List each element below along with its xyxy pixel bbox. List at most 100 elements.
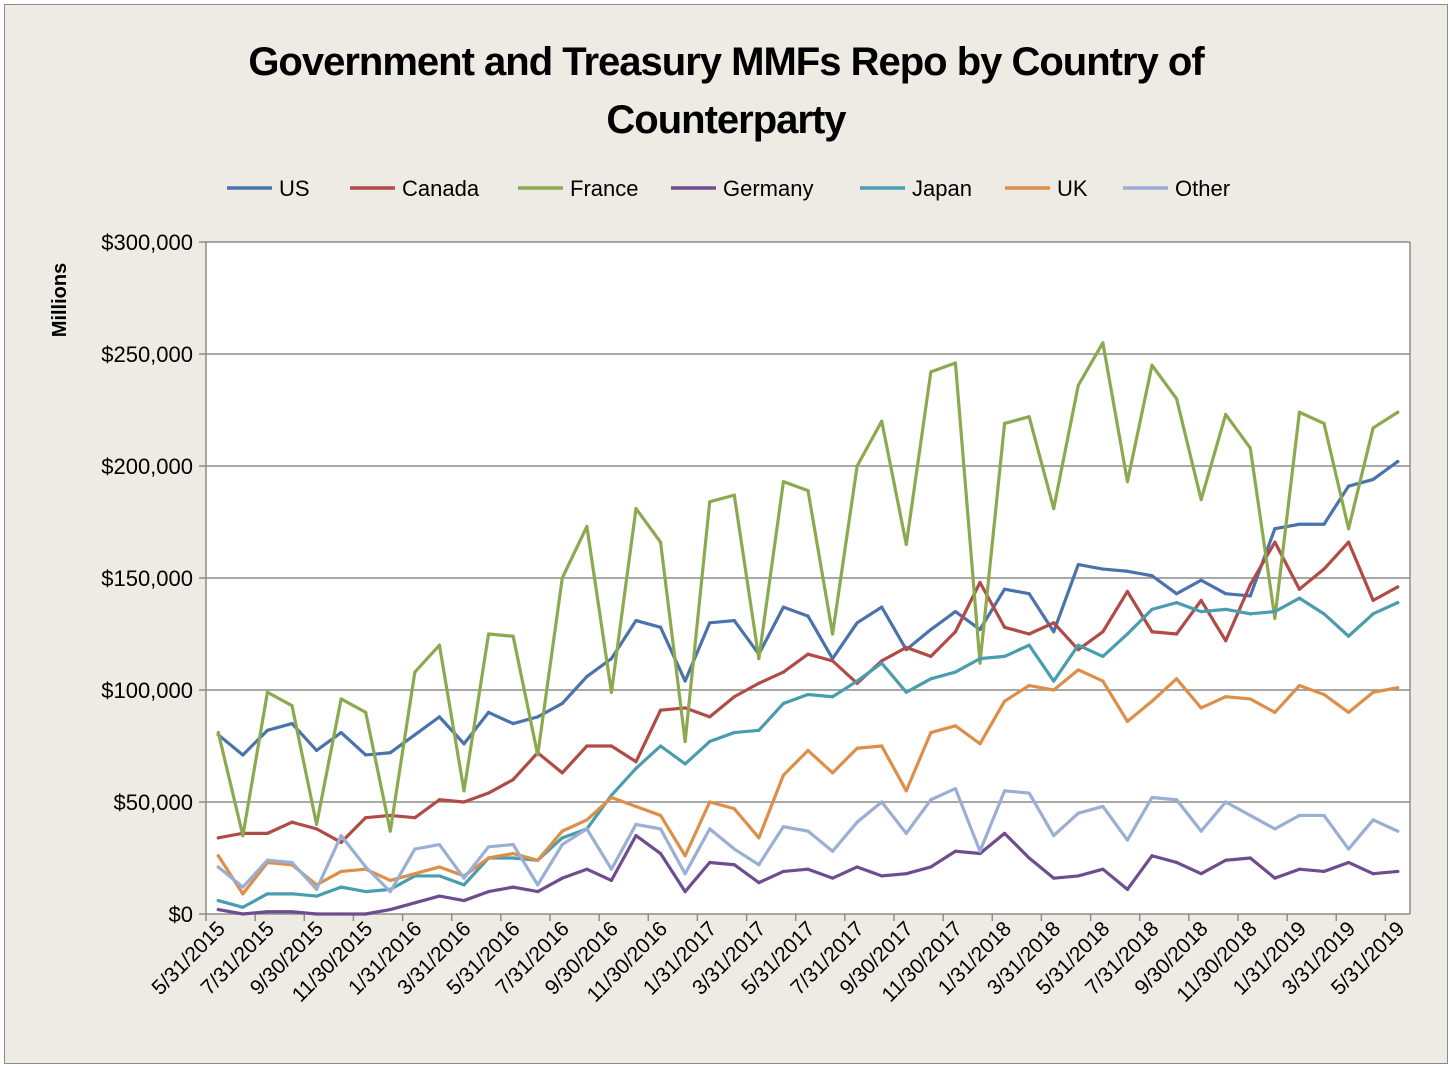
data-point-us-40 <box>1199 578 1203 582</box>
data-point-canada-2 <box>265 831 270 835</box>
data-point-us-43 <box>1273 527 1277 531</box>
data-point-germany-6 <box>364 912 368 916</box>
data-point-us-29 <box>929 627 933 632</box>
data-point-germany-30 <box>953 849 958 853</box>
data-point-germany-19 <box>683 890 687 894</box>
data-point-canada-48 <box>1396 585 1400 589</box>
data-point-other-40 <box>1199 829 1203 833</box>
data-point-canada-10 <box>462 800 466 804</box>
data-point-france-12 <box>511 634 515 638</box>
data-point-uk-36 <box>1101 679 1105 683</box>
data-point-other-42 <box>1248 813 1252 818</box>
data-point-us-10 <box>462 742 466 746</box>
data-point-japan-38 <box>1150 607 1154 611</box>
data-point-uk-5 <box>339 869 343 874</box>
data-point-france-25 <box>830 632 835 636</box>
data-point-uk-39 <box>1174 677 1179 681</box>
data-point-france-34 <box>1052 506 1056 511</box>
data-point-france-21 <box>732 493 736 497</box>
data-point-france-26 <box>855 464 859 468</box>
data-point-us-30 <box>953 610 958 614</box>
data-point-other-27 <box>880 800 884 804</box>
data-point-france-48 <box>1396 410 1400 414</box>
data-point-uk-45 <box>1322 692 1326 697</box>
data-point-japan-40 <box>1199 610 1203 614</box>
data-point-germany-43 <box>1273 876 1277 880</box>
data-point-japan-23 <box>781 701 786 706</box>
data-point-us-12 <box>511 722 515 726</box>
data-point-other-15 <box>585 827 589 831</box>
data-point-uk-46 <box>1346 710 1351 715</box>
data-point-japan-5 <box>339 885 343 889</box>
data-point-other-33 <box>1027 791 1031 795</box>
data-point-uk-29 <box>929 730 933 735</box>
data-point-uk-8 <box>413 872 417 876</box>
series-lines <box>216 341 1400 916</box>
data-point-uk-31 <box>978 742 982 746</box>
data-point-japan-4 <box>314 894 319 898</box>
data-point-other-31 <box>978 849 982 853</box>
data-point-other-18 <box>658 827 663 831</box>
data-point-france-16 <box>609 690 614 694</box>
data-point-japan-46 <box>1346 634 1351 638</box>
data-point-other-46 <box>1346 847 1351 851</box>
data-point-canada-11 <box>486 791 491 795</box>
data-point-germany-20 <box>708 860 712 865</box>
data-point-germany-1 <box>241 912 245 916</box>
data-point-uk-44 <box>1297 683 1302 688</box>
data-point-canada-8 <box>413 816 417 820</box>
data-point-france-13 <box>536 753 540 757</box>
data-point-other-26 <box>855 820 859 824</box>
data-point-other-3 <box>290 860 294 865</box>
data-point-france-15 <box>585 524 589 529</box>
data-point-us-38 <box>1150 574 1154 578</box>
data-point-canada-42 <box>1248 583 1252 587</box>
data-point-japan-1 <box>241 905 245 909</box>
data-point-germany-22 <box>757 881 761 885</box>
data-point-germany-46 <box>1346 860 1351 865</box>
data-point-japan-10 <box>462 883 466 887</box>
data-point-us-15 <box>585 674 589 679</box>
data-point-germany-4 <box>314 912 319 916</box>
data-point-us-6 <box>364 753 368 757</box>
data-point-france-40 <box>1199 498 1203 502</box>
data-point-us-33 <box>1027 592 1031 596</box>
data-point-canada-29 <box>929 654 933 659</box>
series-other <box>216 786 1400 894</box>
data-point-us-23 <box>781 605 786 609</box>
data-point-canada-22 <box>757 681 761 685</box>
series-us <box>216 459 1400 757</box>
data-point-germany-15 <box>585 867 589 871</box>
data-point-germany-26 <box>855 865 859 869</box>
data-point-canada-44 <box>1297 587 1302 591</box>
data-point-us-47 <box>1371 477 1375 482</box>
data-point-other-8 <box>413 847 417 851</box>
data-point-canada-27 <box>880 659 884 663</box>
data-point-uk-37 <box>1125 719 1130 723</box>
series-canada <box>216 540 1400 844</box>
data-point-france-41 <box>1224 412 1228 417</box>
data-point-france-10 <box>462 789 466 793</box>
data-point-germany-33 <box>1027 856 1031 860</box>
data-point-other-39 <box>1174 798 1179 802</box>
data-point-other-14 <box>560 842 564 847</box>
data-point-uk-42 <box>1248 697 1252 701</box>
data-point-japan-16 <box>609 793 614 797</box>
data-point-other-17 <box>634 822 638 827</box>
data-point-japan-34 <box>1052 679 1056 683</box>
data-point-other-45 <box>1322 813 1326 818</box>
data-point-france-18 <box>658 540 663 544</box>
data-point-japan-26 <box>855 679 859 683</box>
data-point-canada-33 <box>1027 632 1031 636</box>
data-point-us-5 <box>339 730 343 735</box>
data-point-other-35 <box>1076 811 1080 815</box>
data-point-france-43 <box>1273 616 1277 620</box>
data-point-uk-0 <box>216 854 220 858</box>
y-tick-label-0: $0 <box>169 902 193 927</box>
data-point-uk-12 <box>511 851 515 856</box>
data-point-other-28 <box>904 831 908 835</box>
data-point-uk-24 <box>806 748 810 753</box>
legend-item-germany: Germany <box>671 176 813 201</box>
data-point-japan-33 <box>1027 643 1031 647</box>
legend-item-uk: UK <box>1005 176 1088 201</box>
